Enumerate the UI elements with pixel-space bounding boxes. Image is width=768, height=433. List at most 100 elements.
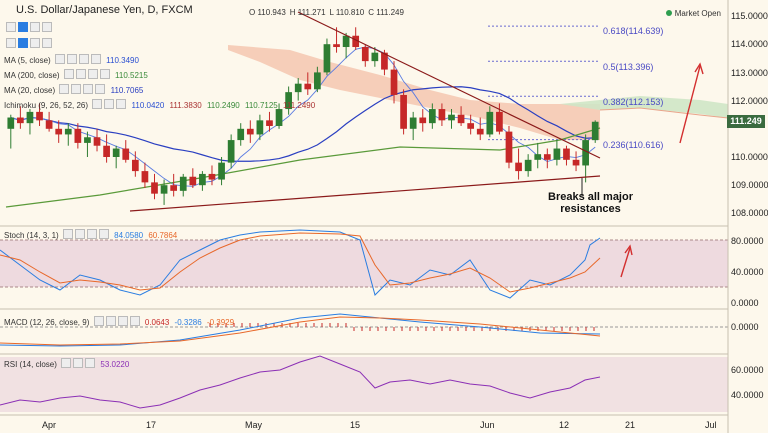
x-tick: 17 (146, 420, 157, 430)
settings-icon[interactable] (104, 99, 115, 109)
settings-icon[interactable] (129, 316, 140, 326)
settings-icon[interactable] (116, 99, 127, 109)
candle-body (505, 131, 513, 163)
candle-body (131, 159, 139, 172)
candle-body (409, 117, 417, 129)
candle-body (352, 35, 360, 48)
candle-body (64, 128, 72, 135)
settings-icon[interactable] (83, 84, 94, 94)
candle-body (256, 120, 264, 135)
ma200-legend[interactable]: MA (200, close) 110.5215 (4, 69, 148, 80)
candle-body (266, 120, 273, 126)
ma20-legend[interactable]: MA (20, close) 110.7065 (4, 84, 144, 95)
market-status: Market Open (665, 9, 721, 18)
candle-body (438, 109, 446, 121)
candle-body (582, 140, 589, 166)
settings-icon[interactable] (6, 22, 16, 32)
candle-body (524, 159, 532, 172)
settings-icon[interactable] (6, 38, 16, 48)
settings-icon[interactable] (73, 358, 84, 368)
settings-icon[interactable] (62, 229, 73, 239)
candle-body (218, 162, 225, 180)
settings-icon[interactable] (54, 54, 65, 64)
settings-icon[interactable] (42, 22, 52, 32)
settings-icon[interactable] (85, 358, 96, 368)
settings-icon[interactable] (30, 38, 40, 48)
settings-icon[interactable] (71, 84, 82, 94)
candle-body (189, 176, 197, 186)
candle-body (227, 140, 235, 163)
candle-body (160, 185, 168, 194)
candle-body (428, 109, 436, 124)
settings-icon[interactable] (78, 54, 89, 64)
settings-icon[interactable] (86, 229, 97, 239)
candle-body (361, 47, 369, 62)
price-tick: 114.0000 (731, 39, 768, 49)
macd-legend[interactable]: MACD (12, 26, close, 9) 0.0643 -0.3286 -… (4, 316, 235, 327)
candle-body (534, 154, 542, 160)
ma5-legend[interactable]: MA (5, close) 110.3490 (4, 54, 139, 65)
settings-icon[interactable] (87, 69, 98, 79)
settings-icon[interactable] (42, 38, 52, 48)
stoch-legend[interactable]: Stoch (14, 3, 1) 84.0580 60.7864 (4, 229, 178, 240)
candle-body (237, 128, 245, 141)
x-tick: Jun (480, 420, 495, 430)
candle-body (476, 128, 484, 135)
settings-icon[interactable] (92, 99, 103, 109)
settings-icon[interactable] (66, 54, 77, 64)
candle-body (342, 35, 350, 48)
x-tick: 15 (350, 420, 361, 430)
settings-icon[interactable] (93, 316, 104, 326)
arrow-head-icon (694, 62, 704, 75)
stoch-tick: 40.0000 (731, 267, 764, 277)
settings-icon[interactable] (59, 84, 70, 94)
rsi-tick: 40.0000 (731, 390, 764, 400)
candle-body (93, 137, 101, 146)
settings-icon[interactable] (117, 316, 128, 326)
chart-title: U.S. Dollar/Japanese Yen, D, FXCM (16, 4, 193, 16)
candle-body (74, 128, 82, 143)
rsi-legend[interactable]: RSI (14, close) 53.0220 (4, 358, 130, 369)
candle-body (314, 72, 321, 90)
fib-label-382: 0.382(112.153) (603, 97, 664, 107)
candle-body (122, 148, 130, 160)
fib-label-500: 0.5(113.396) (603, 62, 654, 72)
settings-icon[interactable] (98, 229, 109, 239)
x-tick: 21 (625, 420, 636, 430)
candle-body (179, 176, 187, 191)
x-tick: May (245, 420, 263, 430)
settings-icon[interactable] (30, 22, 40, 32)
candle-body (400, 94, 407, 129)
ichimoku-legend[interactable]: Ichimoku (9, 26, 52, 26) 110.0420 111.38… (4, 99, 316, 110)
rsi-line (0, 355, 601, 409)
price-tick: 115.0000 (731, 11, 768, 21)
candle-body (486, 111, 494, 135)
collapsed-legend-1[interactable] (4, 22, 52, 33)
ma20-line (10, 86, 596, 162)
settings-icon[interactable] (95, 84, 106, 94)
candle-body (371, 52, 379, 62)
candle-body (543, 154, 551, 160)
settings-icon[interactable] (74, 229, 85, 239)
ichimoku-span-line (599, 107, 729, 119)
candle-body (7, 117, 15, 129)
x-tick: 12 (559, 420, 570, 430)
candle-body (170, 185, 178, 191)
settings-icon[interactable] (61, 358, 72, 368)
settings-icon[interactable] (105, 316, 116, 326)
candle-body (304, 83, 312, 90)
visibility-icon[interactable] (18, 22, 28, 32)
macd-tick: 0.0000 (731, 322, 759, 332)
collapsed-legend-2[interactable] (4, 38, 52, 49)
stoch-d-line (0, 232, 601, 293)
price-tick: 110.0000 (731, 152, 768, 162)
up-arrow-icon (679, 65, 701, 144)
settings-icon[interactable] (99, 69, 110, 79)
settings-icon[interactable] (75, 69, 86, 79)
candle-body (333, 44, 340, 48)
last-price-tag: 111.249 (727, 115, 765, 128)
main-price-pane (5, 11, 729, 212)
settings-icon[interactable] (90, 54, 101, 64)
settings-icon[interactable] (63, 69, 74, 79)
visibility-icon[interactable] (18, 38, 28, 48)
